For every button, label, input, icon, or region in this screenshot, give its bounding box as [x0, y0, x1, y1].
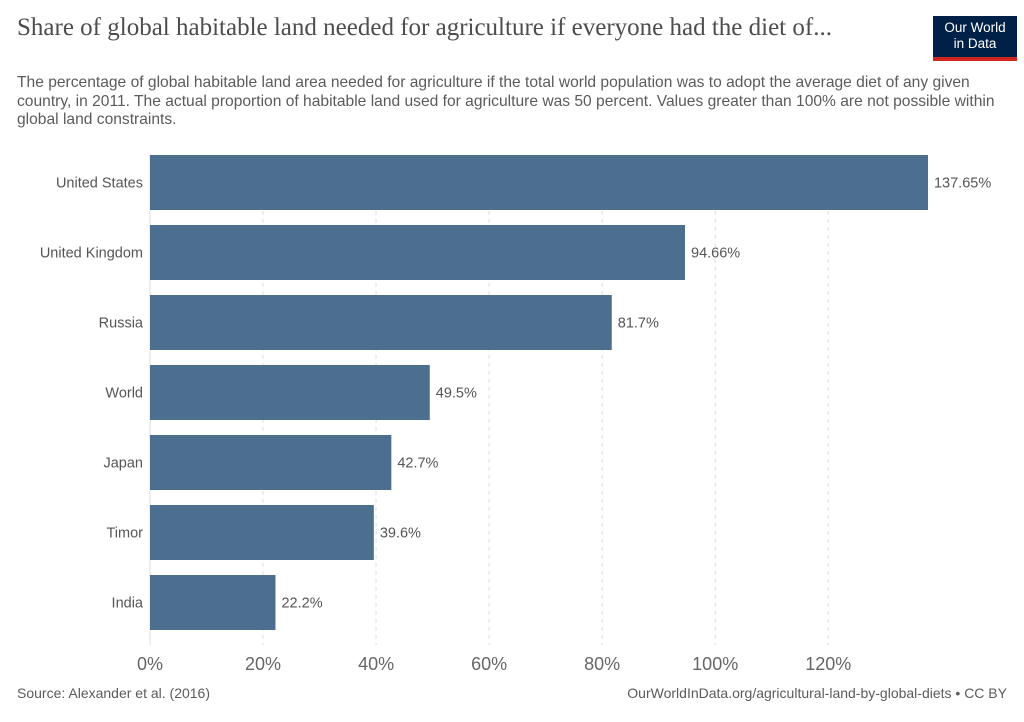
x-tick-label: 20%	[245, 654, 281, 674]
value-label: 49.5%	[436, 386, 477, 402]
category-label: World	[105, 386, 143, 402]
value-label: 81.7%	[618, 316, 659, 332]
bar	[150, 365, 430, 420]
category-label: Timor	[106, 526, 143, 542]
bar	[150, 225, 686, 280]
value-label: 94.66%	[691, 246, 740, 262]
source-note[interactable]: Source: Alexander et al. (2016)	[17, 685, 211, 701]
logo-line1: Our World	[944, 20, 1006, 35]
value-label: 22.2%	[281, 596, 322, 612]
category-label: United Kingdom	[40, 246, 143, 262]
logo-line2: in Data	[953, 36, 997, 51]
x-tick-label: 0%	[137, 654, 163, 674]
value-label: 137.65%	[934, 176, 991, 192]
bar	[150, 435, 392, 490]
chart-title: Share of global habitable land needed fo…	[17, 14, 832, 41]
category-label: United States	[56, 176, 143, 192]
bar	[150, 155, 928, 210]
x-tick-label: 40%	[358, 654, 394, 674]
x-tick-label: 80%	[584, 654, 620, 674]
category-label: India	[112, 596, 144, 612]
category-label: Russia	[99, 316, 144, 332]
bar	[150, 575, 276, 630]
owid-logo[interactable]: Our World in Data	[933, 16, 1017, 61]
bar	[150, 295, 612, 350]
value-label: 42.7%	[397, 456, 438, 472]
value-label: 39.6%	[380, 526, 421, 542]
category-label: Japan	[103, 456, 143, 472]
x-tick-label: 120%	[805, 654, 851, 674]
x-tick-label: 100%	[692, 654, 738, 674]
url-license[interactable]: OurWorldInData.org/agricultural-land-by-…	[627, 685, 1007, 701]
chart-subtitle: The percentage of global habitable land …	[17, 74, 995, 128]
bar	[150, 505, 374, 560]
x-tick-label: 60%	[471, 654, 507, 674]
